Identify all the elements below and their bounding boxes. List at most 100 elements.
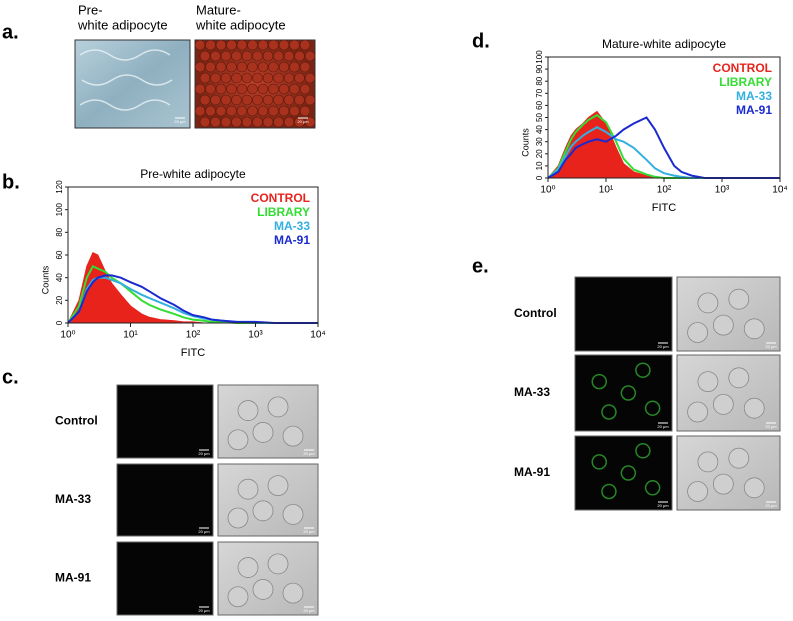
cell [237, 557, 259, 578]
droplet [257, 83, 269, 95]
droplet [199, 94, 211, 106]
droplet [289, 61, 300, 73]
droplet [231, 116, 242, 128]
scale-bar-label: 20 μm [657, 503, 669, 508]
image-label: Pre- [78, 2, 103, 17]
droplet [194, 83, 206, 95]
y-tick-label: 60 [55, 250, 64, 259]
image-grid: Control 20 μm 20 μm MA-33 20 μm 20 μm MA-91 20 … [514, 276, 781, 511]
fluorescent-cell [644, 480, 661, 496]
droplet [231, 72, 242, 84]
y-tick-label: 60 [535, 100, 544, 109]
image-grid: Control 20 μm 20 μm MA-33 20 μm 20 μm MA-91 20 … [55, 384, 319, 616]
droplet [262, 116, 274, 128]
droplet [215, 61, 227, 73]
droplet [299, 39, 311, 51]
fluorescent-cell [620, 385, 637, 401]
droplet [289, 83, 300, 95]
droplet [194, 61, 206, 73]
droplet [205, 105, 216, 117]
cell [227, 507, 249, 529]
cell [237, 400, 259, 421]
y-axis-label: Counts [40, 265, 50, 294]
x-tick-label: 10⁰ [60, 330, 75, 341]
x-axis-label: FITC [181, 347, 205, 359]
cell [728, 447, 750, 469]
droplet [241, 72, 253, 84]
droplet [210, 72, 221, 84]
micrograph [74, 39, 191, 129]
legend-entry: MA-33 [736, 89, 772, 103]
panel-letter: d. [472, 30, 490, 52]
panel-letter: c. [2, 366, 19, 388]
droplet [199, 50, 211, 62]
x-tick-label: 10¹ [599, 185, 614, 196]
y-tick-label: 40 [55, 273, 64, 282]
droplet [220, 50, 232, 62]
image-label: Mature- [196, 2, 241, 17]
droplet [215, 83, 227, 95]
scale-bar-label: 20 μm [765, 424, 777, 429]
droplet [304, 72, 316, 84]
droplet [236, 83, 248, 95]
droplet [210, 116, 221, 128]
droplet [236, 105, 248, 117]
y-tick-label: 100 [55, 202, 64, 216]
droplet [220, 72, 232, 84]
y-tick-label: 20 [535, 149, 544, 158]
y-tick-label: 20 [55, 295, 64, 304]
cell [237, 478, 259, 500]
row-label: Control [55, 414, 98, 428]
droplet [226, 61, 237, 73]
droplet [268, 39, 279, 51]
droplet [294, 94, 305, 106]
histogram-line [67, 274, 318, 324]
droplet [273, 72, 284, 84]
droplet [215, 105, 227, 117]
legend-entry: MA-33 [274, 219, 310, 233]
droplet [299, 105, 311, 117]
droplet [289, 105, 300, 117]
scale-bar-label: 20 μm [765, 503, 777, 508]
droplet [215, 39, 227, 51]
fluorescent-cell [620, 465, 637, 481]
image-label: white adipocyte [77, 17, 168, 32]
droplet [236, 39, 248, 51]
y-tick-label: 90 [535, 64, 544, 73]
droplet [262, 50, 274, 62]
fluorescent-cell [591, 373, 607, 390]
fluorescence-image [574, 354, 673, 432]
row-label: MA-33 [55, 492, 91, 506]
droplet [236, 61, 248, 73]
cell-texture [79, 49, 173, 111]
y-tick-label: 50 [535, 113, 544, 122]
chart-title: Pre-white adipocyte [140, 167, 246, 181]
x-tick-label: 10⁴ [310, 330, 325, 341]
droplet [231, 94, 242, 106]
fluorescence-image [116, 384, 214, 459]
scale-bar-label: 20 μm [174, 119, 186, 124]
y-tick-label: 10 [535, 161, 544, 170]
droplet [226, 83, 237, 95]
cell [697, 292, 719, 314]
droplet [273, 116, 284, 128]
droplet [252, 116, 263, 128]
droplet [278, 105, 290, 117]
legend-entry: MA-91 [736, 103, 772, 117]
droplet [220, 116, 232, 128]
fluorescence-image [574, 276, 673, 352]
droplet [268, 61, 279, 73]
droplet [283, 94, 295, 106]
scale-bar-label: 20 μm [303, 451, 315, 456]
chart-title: Mature-white adipocyte [602, 37, 726, 51]
droplet [294, 72, 305, 84]
cell [267, 396, 289, 418]
x-tick-label: 10³ [715, 185, 730, 196]
cell [252, 500, 274, 522]
scale-bar-label: 20 μm [657, 344, 669, 349]
fluorescent-cell [635, 362, 651, 378]
droplet [304, 94, 316, 106]
droplet [304, 50, 316, 62]
panel-letter: b. [2, 171, 20, 193]
